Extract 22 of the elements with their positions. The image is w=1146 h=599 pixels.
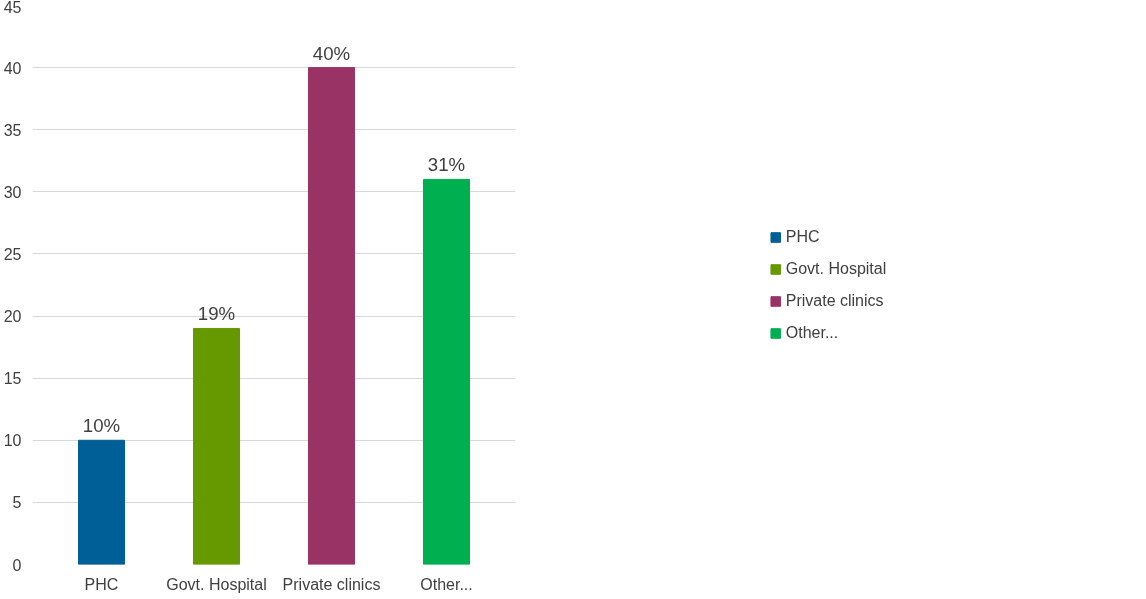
legend-label: Private clinics: [785, 291, 884, 310]
x-tick-label: Govt. Hospital: [166, 575, 267, 593]
y-tick-label: 35: [3, 121, 22, 139]
y-tick-label: 5: [12, 494, 22, 512]
data-label: 31%: [427, 154, 466, 176]
x-tick-label: Private clinics: [282, 575, 381, 593]
y-tick-label: 0: [12, 556, 22, 574]
legend-label: Govt. Hospital: [785, 259, 887, 278]
legend-label: PHC: [785, 227, 820, 246]
y-tick-label: 20: [3, 308, 22, 326]
legend-label: Other...: [785, 323, 839, 342]
data-label: 19%: [197, 303, 236, 325]
y-tick-label: 45: [3, 0, 22, 16]
y-tick-label: 10: [3, 432, 22, 450]
y-tick-label: 40: [3, 59, 22, 77]
data-label: 10%: [82, 415, 121, 437]
y-tick-label: 15: [3, 370, 22, 388]
x-tick-label: Other...: [420, 575, 473, 593]
y-tick-label: 30: [3, 183, 22, 201]
x-tick-label: PHC: [84, 575, 119, 593]
y-tick-label: 25: [3, 245, 22, 263]
data-label: 40%: [312, 42, 351, 64]
